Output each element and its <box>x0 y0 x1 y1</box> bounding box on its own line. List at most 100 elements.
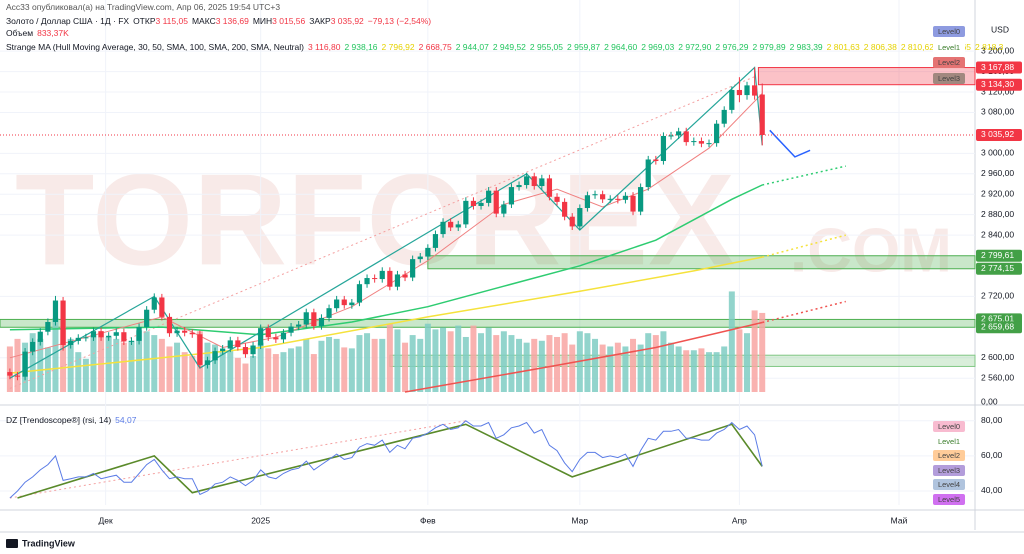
volume-bar <box>698 348 705 392</box>
logo <box>6 539 18 548</box>
candle-body <box>197 334 203 365</box>
indicator-value: 2 949,52 <box>492 42 526 52</box>
candle-body <box>676 131 682 136</box>
volume-bar <box>462 336 469 392</box>
candle-body <box>189 332 195 335</box>
price-badge <box>976 128 1022 141</box>
candle-body <box>569 216 575 227</box>
volume-bar <box>485 327 492 392</box>
indicator-value: 2 955,05 <box>529 42 563 52</box>
indicator-value: 2 810,62 <box>900 42 934 52</box>
candle-body <box>212 351 218 361</box>
indicator-title: Strange MA (Hull Moving Average, 30, 50,… <box>6 42 304 52</box>
candle-body <box>721 109 727 124</box>
volume-bar <box>554 336 561 392</box>
indicator-value: 3 116,80 <box>307 42 341 52</box>
volume-bar <box>424 323 431 392</box>
candle-body <box>759 94 765 135</box>
price-badge-label: 2 675,01 <box>981 314 1014 324</box>
candle-body <box>303 312 309 325</box>
indicator-value: 2 959,87 <box>567 42 601 52</box>
indicator-value: 2 964,60 <box>604 42 638 52</box>
candle-body <box>250 345 256 355</box>
watermark: TORFOREX <box>15 146 735 292</box>
line <box>9 256 763 374</box>
candle-body <box>501 204 507 214</box>
candle-body <box>334 299 340 309</box>
x-tick-label: Дек <box>99 515 113 525</box>
candle-body <box>151 297 157 310</box>
y-tick-label: 3 200,00 <box>981 45 1014 55</box>
candle-body <box>425 247 431 257</box>
candle-body <box>486 190 492 203</box>
zone <box>0 318 976 328</box>
volume-bar <box>82 358 89 392</box>
candle-body <box>14 375 21 377</box>
candle-body <box>311 312 317 327</box>
candle-body <box>144 309 150 328</box>
price-badge-label: 3 035,92 <box>981 129 1014 139</box>
volume-line: Объем 833,37K <box>6 28 73 38</box>
published: Acc33 опубликовал(а) на TradingView.com,… <box>6 2 281 12</box>
volume-bar <box>584 333 591 392</box>
candle-body <box>622 195 629 200</box>
candle-body <box>341 299 347 306</box>
candle-body <box>174 330 180 334</box>
line <box>17 423 763 499</box>
volume-bar <box>660 331 667 392</box>
candle-body <box>539 178 545 187</box>
volume-bar <box>592 338 599 392</box>
candle-body <box>242 347 249 355</box>
volume-bar <box>364 333 371 392</box>
volume <box>6 291 766 392</box>
indicator-value: 2 972,90 <box>678 42 712 52</box>
volume-bar <box>219 352 226 392</box>
volume-bar <box>744 333 751 392</box>
ohlc-label: МИН <box>252 16 273 26</box>
level-badge: Level2 <box>933 57 965 68</box>
candle-body <box>387 270 393 287</box>
candle-body <box>136 327 142 341</box>
candle-body <box>296 324 302 327</box>
zones <box>0 67 976 367</box>
volume-bar <box>706 352 713 392</box>
candle-body <box>83 337 89 339</box>
volume-bar <box>250 355 257 392</box>
volume-bar <box>516 338 523 392</box>
x-tick-label: Мар <box>572 515 589 525</box>
ohlc-value: 3 015,56 <box>272 16 306 26</box>
volume-bar <box>447 331 454 392</box>
candle-body <box>562 201 568 217</box>
candle-body <box>288 326 294 333</box>
volume-bar <box>326 336 333 392</box>
volume-bar <box>371 338 378 392</box>
volume-bar <box>402 342 409 392</box>
candle-body <box>600 194 606 200</box>
volume-value: 833,37K <box>37 28 69 38</box>
volume-bar <box>379 338 386 392</box>
grid <box>0 0 975 505</box>
candle-body <box>478 202 484 206</box>
candle-body <box>531 176 537 187</box>
volume-bar <box>668 342 675 392</box>
volume-bar <box>409 335 416 392</box>
symbol: Золото / Доллар США · 1Д · FX <box>6 16 130 26</box>
candle-body <box>37 331 43 342</box>
price-badge <box>976 61 1022 74</box>
candle-body <box>744 85 750 96</box>
candle-body <box>653 159 659 162</box>
volume-bar <box>736 329 743 392</box>
candle-body <box>470 200 477 206</box>
candle-body <box>736 89 743 96</box>
volume-bar <box>128 340 135 392</box>
volume-label: Объем <box>6 28 34 38</box>
volume-bar <box>272 354 279 392</box>
candle-body <box>577 208 583 227</box>
volume-bar <box>120 342 127 392</box>
candle-body <box>508 187 515 205</box>
zone <box>389 354 976 367</box>
volume-bar <box>75 352 82 392</box>
volume-bar <box>105 336 112 392</box>
candle-body <box>554 196 560 202</box>
indicator-value: 2 938,16 <box>344 42 378 52</box>
